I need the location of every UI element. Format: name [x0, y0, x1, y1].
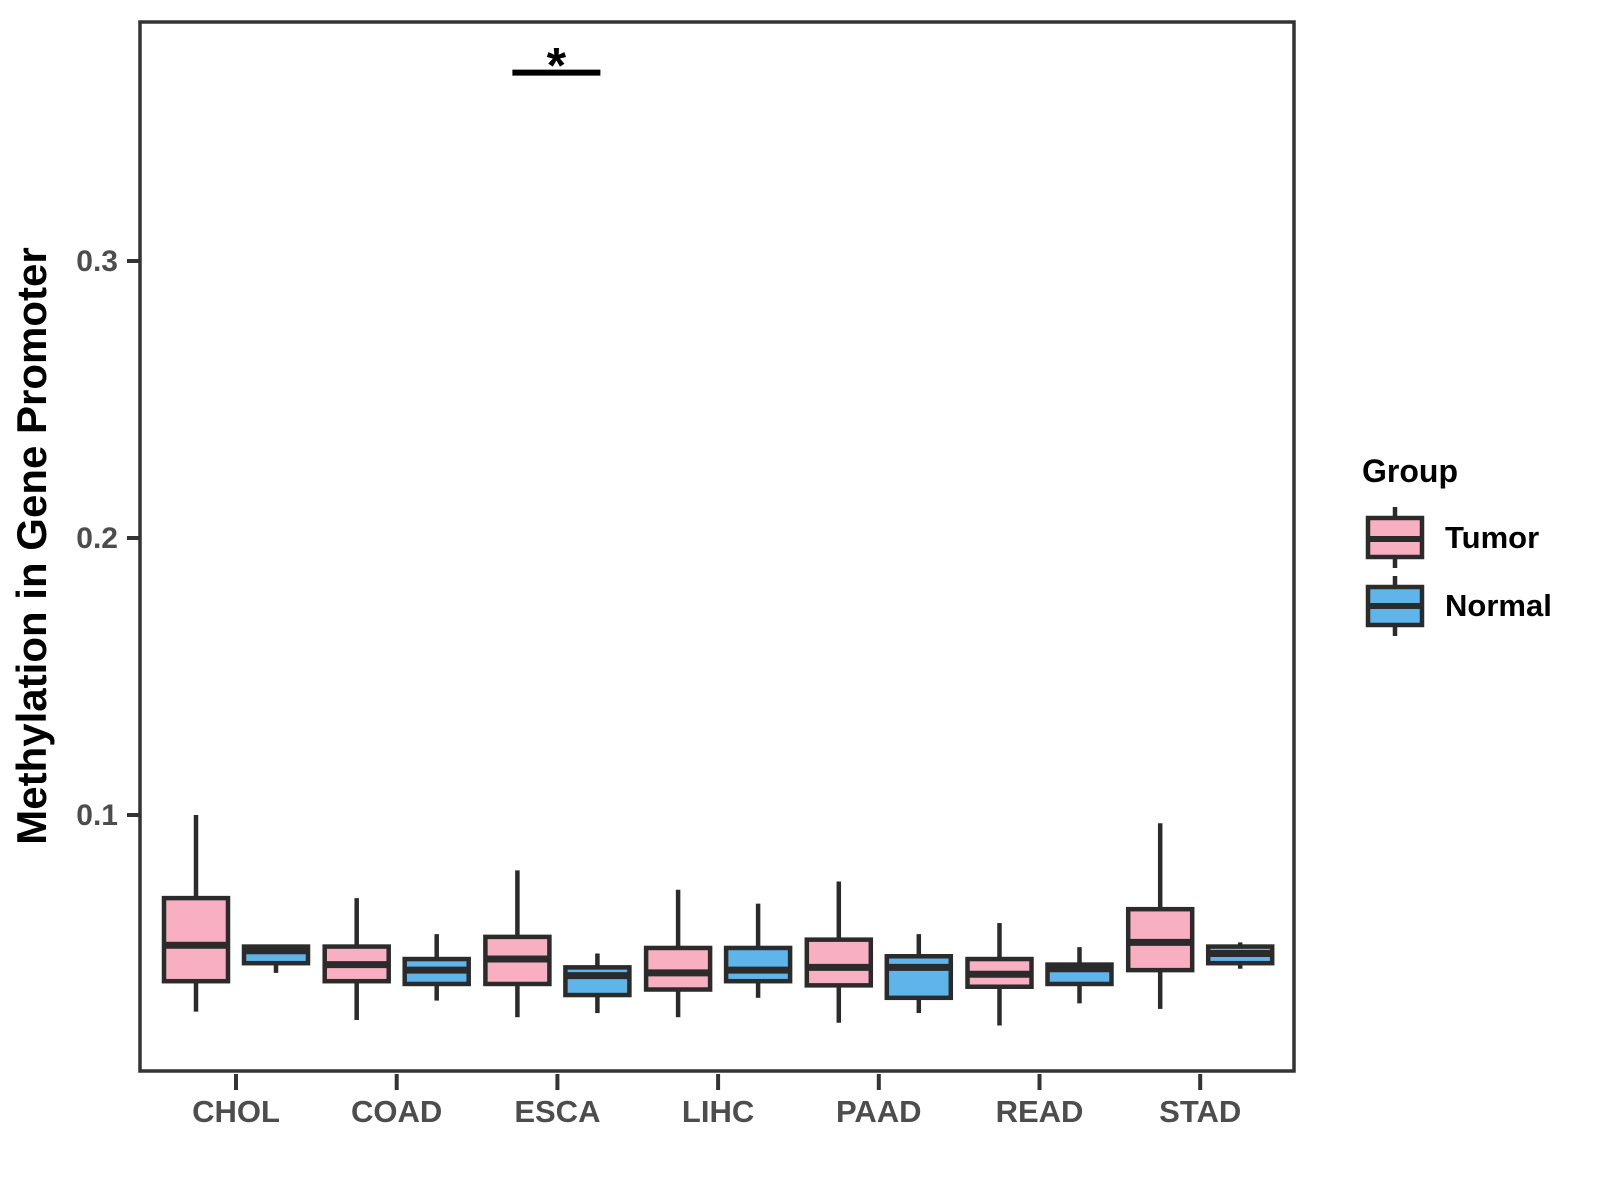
x-tick-label-read: READ	[996, 1094, 1084, 1129]
legend-label-tumor: Tumor	[1445, 520, 1539, 555]
x-tick-label-stad: STAD	[1159, 1094, 1241, 1129]
boxplot-paad-tumor-box	[804, 937, 874, 988]
boxplot-lihc-normal-box	[723, 945, 793, 984]
boxplot-paad-normal-box	[884, 954, 954, 1001]
significance-star: *	[547, 38, 567, 94]
legend-title: Group	[1362, 453, 1458, 489]
y-tick-label: 0.2	[76, 522, 118, 555]
y-tick-label: 0.1	[76, 799, 118, 832]
boxplot-lihc-tumor-box	[643, 945, 713, 992]
legend-label-normal: Normal	[1445, 588, 1552, 623]
legend: Group Tumor Normal	[1362, 453, 1552, 636]
plot-panel	[138, 20, 1296, 1073]
x-tick-label-paad: PAAD	[836, 1094, 922, 1129]
y-tick-label: 0.3	[76, 245, 118, 278]
x-tick-label-esca: ESCA	[514, 1094, 600, 1129]
legend-keys	[1365, 507, 1425, 636]
x-tick-label-coad: COAD	[351, 1094, 442, 1129]
boxplot-esca-normal-box	[563, 965, 632, 998]
boxplot-chol-tumor-box	[161, 895, 231, 984]
y-axis-title: Methylation in Gene Promoter	[8, 247, 55, 844]
x-tick-label-lihc: LIHC	[682, 1094, 754, 1129]
plot-content: 0.1 0.2 0.3 CHOL COAD ESCA LIHC PAAD READ STAD *	[76, 38, 1275, 1129]
x-tick-label-chol: CHOL	[192, 1094, 280, 1129]
